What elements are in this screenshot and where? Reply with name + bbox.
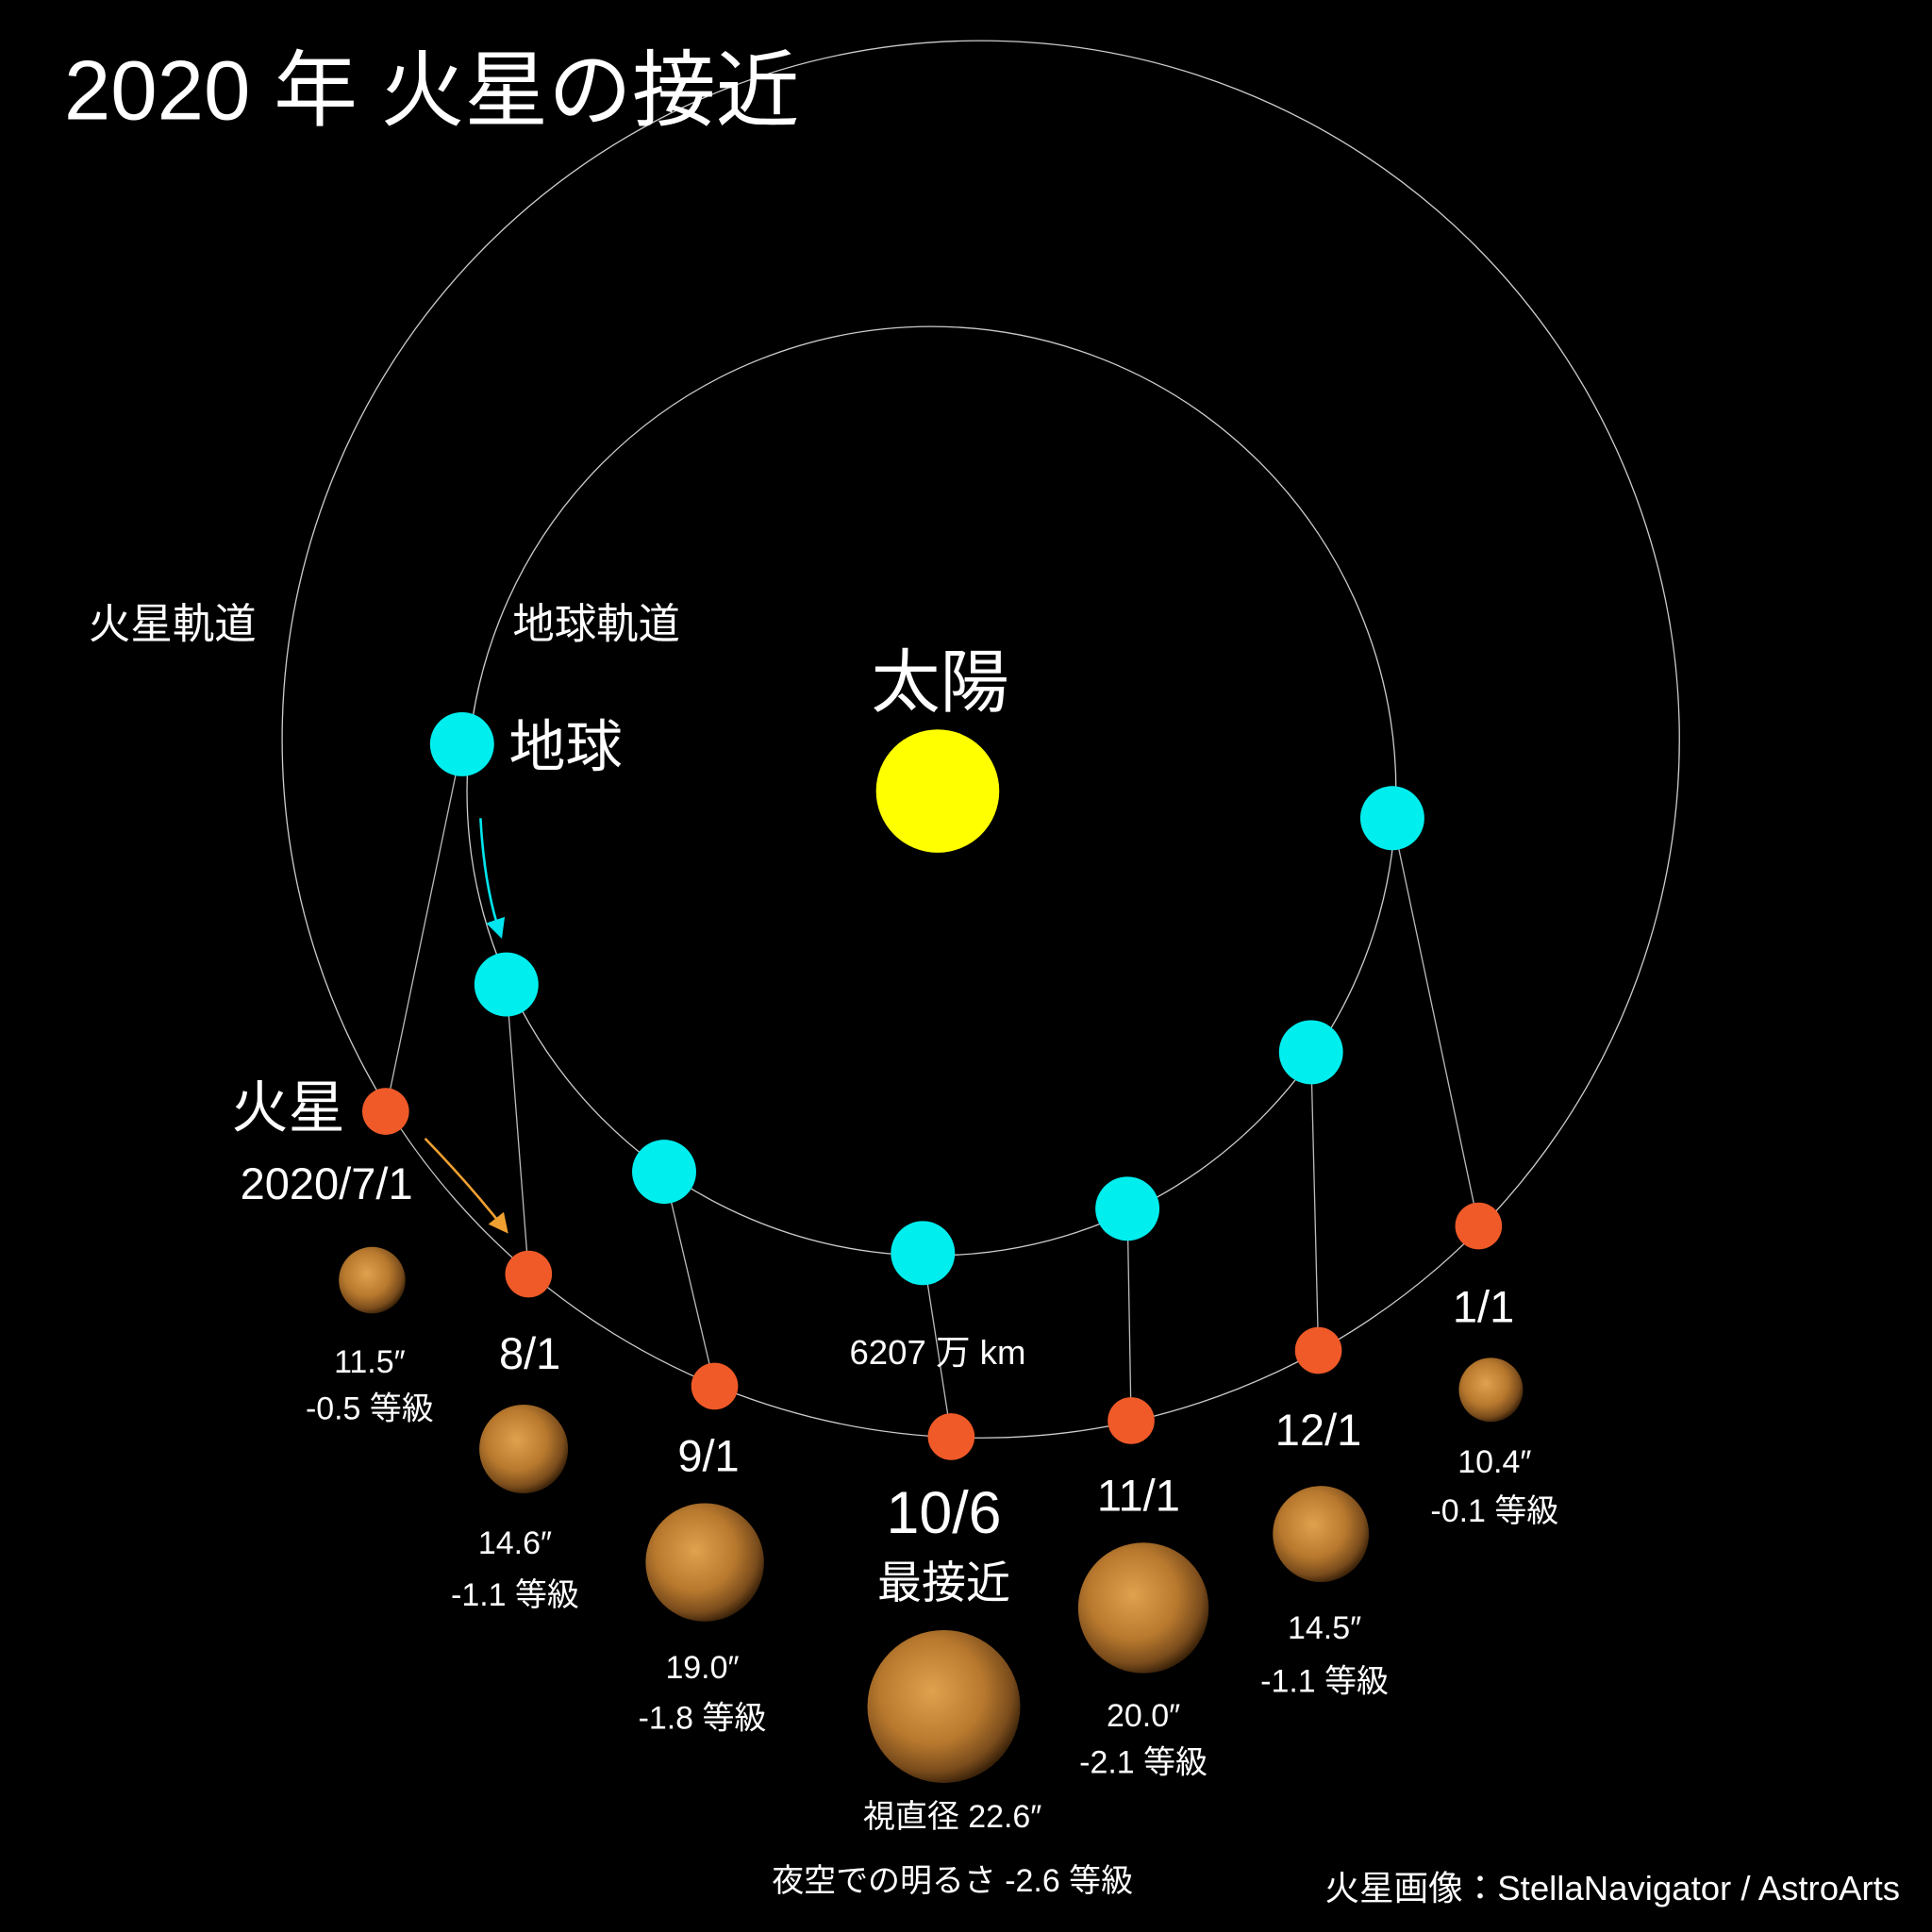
earth bbox=[1359, 786, 1424, 851]
view-diameter: 14.6″ bbox=[478, 1525, 552, 1561]
mars-image bbox=[1077, 1542, 1209, 1674]
mars bbox=[691, 1362, 739, 1410]
mars bbox=[1294, 1326, 1342, 1374]
mars bbox=[1108, 1397, 1155, 1444]
earth-label: 地球 bbox=[508, 715, 622, 778]
mars bbox=[505, 1250, 553, 1298]
earth bbox=[429, 711, 494, 776]
view-diameter: 10.4″ bbox=[1457, 1444, 1531, 1480]
view-magnitude: -2.1 等級 bbox=[1079, 1745, 1208, 1781]
view-magnitude: 夜空での明るさ -2.6 等級 bbox=[772, 1863, 1133, 1899]
mars bbox=[1455, 1202, 1503, 1250]
sight-line bbox=[385, 743, 463, 1112]
bodies bbox=[362, 711, 1503, 1460]
view-note: 最接近 bbox=[877, 1557, 1010, 1607]
view-date: 2020/7/1 bbox=[241, 1158, 413, 1208]
mars-image bbox=[1458, 1357, 1524, 1423]
mars-views: 2020/7/1 11.5″ -0.5 等級 8/1 14.6″ -1.1 等級 9/1 19… bbox=[241, 1158, 1559, 1899]
credit: 火星画像：StellaNavigator / AstroArts bbox=[1324, 1869, 1900, 1907]
mars-label: 火星 bbox=[232, 1076, 345, 1140]
earth-arrow bbox=[479, 818, 506, 939]
view-magnitude: -0.5 等級 bbox=[306, 1391, 434, 1427]
view-date: 10/6 bbox=[886, 1480, 1001, 1546]
mars bbox=[362, 1088, 409, 1135]
earth bbox=[891, 1221, 956, 1286]
sight-line bbox=[1126, 1208, 1132, 1421]
view-date: 11/1 bbox=[1097, 1470, 1180, 1520]
view-diameter: 20.0″ bbox=[1107, 1698, 1180, 1734]
sun-label: 太陽 bbox=[871, 644, 1008, 721]
earth bbox=[1095, 1176, 1160, 1241]
view-diameter: 19.0″ bbox=[665, 1650, 739, 1686]
earth bbox=[1278, 1020, 1343, 1085]
view-magnitude: -1.1 等級 bbox=[451, 1577, 579, 1613]
mars-arrow bbox=[424, 1137, 508, 1234]
view-magnitude: -1.8 等級 bbox=[639, 1700, 767, 1736]
mars bbox=[927, 1413, 975, 1460]
sight-line bbox=[663, 1171, 716, 1387]
distance: 6207 万 km bbox=[849, 1333, 1025, 1372]
view-date: 8/1 bbox=[499, 1328, 560, 1378]
earth bbox=[474, 952, 539, 1017]
mars-image bbox=[645, 1503, 764, 1622]
mars-image bbox=[867, 1630, 1021, 1783]
mars-image bbox=[1273, 1486, 1370, 1583]
sight-line bbox=[1310, 1052, 1320, 1351]
mars-orbit bbox=[281, 40, 1680, 1439]
sun bbox=[875, 729, 1000, 853]
view-date: 1/1 bbox=[1453, 1281, 1514, 1331]
view-diameter: 14.5″ bbox=[1288, 1610, 1361, 1646]
title: 2020 年 火星の接近 bbox=[64, 44, 800, 138]
view-magnitude: -0.1 等級 bbox=[1430, 1493, 1558, 1529]
mars-image bbox=[479, 1404, 569, 1494]
mars-orbit-label: 火星軌道 bbox=[89, 602, 257, 648]
earth-orbit-label: 地球軌道 bbox=[512, 602, 680, 648]
view-date: 12/1 bbox=[1275, 1405, 1362, 1455]
links bbox=[385, 743, 1479, 1438]
mars-image bbox=[339, 1246, 406, 1314]
sight-line bbox=[506, 984, 529, 1274]
view-diameter: 視直径 22.6″ bbox=[863, 1799, 1041, 1835]
view-date: 9/1 bbox=[677, 1431, 739, 1481]
view-magnitude: -1.1 等級 bbox=[1260, 1663, 1389, 1699]
sight-line bbox=[1391, 818, 1479, 1226]
earth bbox=[632, 1140, 696, 1205]
view-diameter: 11.5″ bbox=[334, 1344, 406, 1380]
